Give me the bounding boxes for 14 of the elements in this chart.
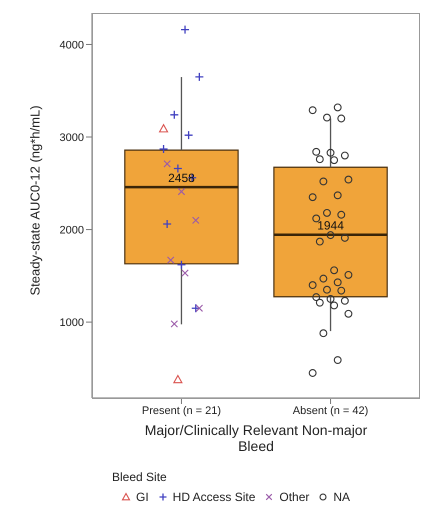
legend-label: GI	[136, 490, 149, 504]
x-axis-title: Major/Clinically Relevant Non-major Bleed	[144, 422, 368, 454]
legend-label: Other	[279, 490, 310, 504]
annotation: 1944	[317, 218, 344, 233]
x-tick-label: Present (n = 21)	[142, 404, 222, 417]
y-tick-label: 3000	[60, 132, 84, 144]
y-tick-label: 4000	[60, 39, 84, 52]
legend-label: NA	[333, 490, 350, 504]
y-tick-label: 1000	[60, 317, 84, 330]
legend-label: HD Access Site	[172, 490, 256, 504]
y-tick-label: 2000	[60, 224, 84, 236]
y-axis-title: Steady-state AUC0-12 (ng*h/mL)	[28, 105, 43, 296]
legend-title: Bleed Site	[112, 470, 168, 484]
x-tick-label: Absent (n = 42)	[292, 404, 368, 417]
